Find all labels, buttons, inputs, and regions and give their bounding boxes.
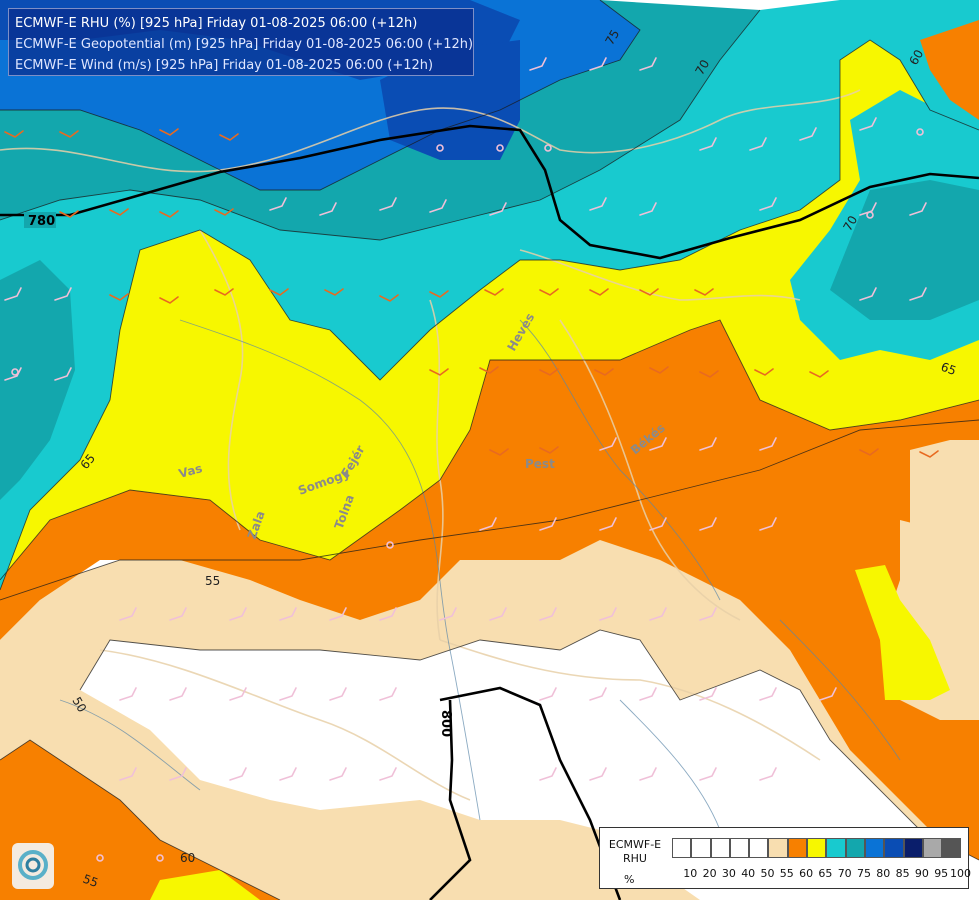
legend-tick-label: 50 — [760, 867, 775, 880]
legend-swatch — [826, 838, 846, 858]
legend-swatch — [691, 838, 711, 858]
borders — [0, 89, 861, 801]
legend-swatch — [787, 838, 808, 858]
rhu-60-65-band — [0, 40, 979, 590]
rhu-label-60-south: 60 — [180, 851, 195, 865]
legend-tick-label: 65 — [818, 867, 833, 880]
place-pest: Pest — [525, 457, 555, 471]
rhu-60-65-southwest — [150, 870, 260, 900]
legend-tick-label: 55 — [779, 867, 794, 880]
legend-swatch — [807, 838, 827, 858]
color-legend: ECMWF-E RHU % 10 20 30 40 50 55 60 65 70 75 80 85 90… — [599, 827, 971, 889]
map-title-box: ECMWF-E RHU (%) [925 hPa] Friday 01-08-2… — [8, 8, 474, 76]
geopotential-800-west — [429, 699, 472, 900]
rhu-label-70-east: 70 — [840, 213, 860, 233]
rhu-50-55-east — [910, 440, 979, 700]
legend-tick-label: 75 — [857, 867, 871, 880]
legend-tick-label: 85 — [895, 867, 910, 880]
legend-tick-label: 100 — [950, 867, 971, 880]
legend-tick-label: 80 — [876, 867, 891, 880]
legend-swatch — [922, 838, 943, 858]
legend-swatch — [729, 838, 750, 858]
rhu-70-75-west — [0, 260, 75, 500]
rhu-55-60-northeast — [920, 20, 979, 120]
rhu-label-55-west: 55 — [205, 574, 220, 588]
geo-780-label-bg — [24, 212, 56, 228]
legend-swatch — [768, 838, 788, 858]
legend-tick-label: 10 — [683, 867, 698, 880]
legend-model: ECMWF-E — [608, 838, 662, 851]
rhu-label-60-northeast: 60 — [906, 47, 926, 67]
legend-tick-label: 40 — [741, 867, 756, 880]
legend-tick-label: 60 — [799, 867, 814, 880]
legend-tick-label: 30 — [721, 867, 736, 880]
legend-tick-label: 20 — [702, 867, 717, 880]
title-geopotential: ECMWF-E Geopotential (m) [925 hPa] Frida… — [15, 37, 474, 52]
legend-variable: RHU — [623, 852, 647, 865]
rhu-50-55-southwest — [0, 590, 80, 720]
legend-swatch — [845, 838, 865, 858]
legend-swatch — [884, 838, 904, 858]
rhu-label-50-southwest: 50 — [69, 695, 89, 715]
title-rhu: ECMWF-E RHU (%) [925 hPa] Friday 01-08-2… — [15, 16, 418, 31]
legend-swatch — [864, 838, 885, 858]
geopotential-780-line — [0, 124, 979, 260]
legend-tick-label: 90 — [914, 867, 929, 880]
title-wind: ECMWF-E Wind (m/s) [925 hPa] Friday 01-0… — [15, 58, 434, 73]
ecmwf-logo-icon — [12, 843, 54, 889]
legend-swatch — [903, 838, 923, 858]
rhu-label-70-north: 70 — [692, 57, 712, 77]
geopotential-label-780: 780 — [28, 214, 55, 229]
legend-swatch — [942, 838, 962, 858]
legend-swatches — [672, 838, 962, 858]
rhu-label-75: 75 — [602, 27, 622, 47]
rhu-55-60-band — [0, 320, 979, 860]
wind-barbs — [4, 57, 939, 862]
place-vas: Vas — [177, 461, 204, 481]
legend-swatch — [749, 838, 769, 858]
geopotential-800-line — [439, 686, 622, 900]
legend-ticks: 10 20 30 40 50 55 60 65 70 75 80 85 90 95 100 — [672, 867, 971, 881]
rhu-label-55-south: 55 — [81, 872, 100, 890]
legend-tick-label: 95 — [934, 867, 949, 880]
rhu-label-65-east: 65 — [939, 360, 958, 378]
legend-unit: % — [624, 873, 635, 886]
legend-swatch — [672, 838, 692, 858]
legend-name: ECMWF-E RHU — [606, 838, 664, 866]
rhu-60-65-east — [855, 565, 950, 700]
geopotential-label-800: 800 — [438, 710, 453, 737]
legend-swatch — [710, 838, 730, 858]
legend-tick-label: 70 — [837, 867, 852, 880]
rhu-65-70-band — [0, 0, 979, 590]
geopotential-lines — [0, 124, 979, 900]
